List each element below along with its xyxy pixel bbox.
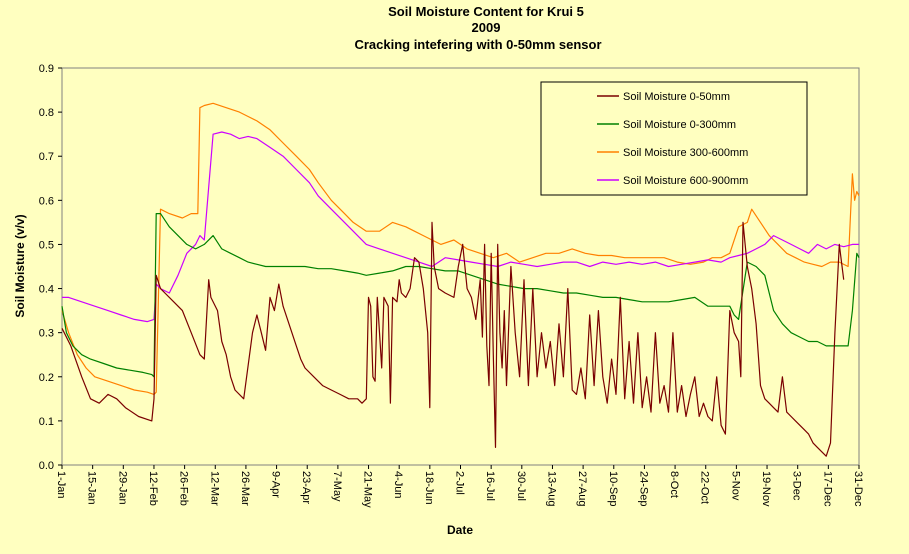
x-tick-label: 10-Sep xyxy=(607,471,619,506)
chart-title-line-1: Soil Moisture Content for Krui 5 xyxy=(388,4,584,19)
y-tick-label: 0.4 xyxy=(39,284,54,296)
y-tick-label: 0.0 xyxy=(39,460,54,472)
x-tick-label: 17-Dec xyxy=(821,471,833,507)
y-axis-title: Soil Moisture (v/v) xyxy=(13,214,27,317)
x-tick-label: 24-Sep xyxy=(637,471,649,506)
x-tick-label: 26-Mar xyxy=(239,471,251,506)
x-tick-label: 22-Oct xyxy=(699,471,711,504)
y-tick-label: 0.2 xyxy=(39,372,54,384)
x-tick-label: 18-Jun xyxy=(423,471,435,505)
y-tick-label: 0.9 xyxy=(39,63,54,75)
x-tick-label: 27-Aug xyxy=(576,471,588,506)
y-tick-label: 0.7 xyxy=(39,151,54,163)
series-line-1 xyxy=(61,221,845,457)
y-tick-label: 0.8 xyxy=(39,107,54,119)
x-tick-label: 16-Jul xyxy=(484,471,496,501)
x-tick-label: 15-Jan xyxy=(86,471,98,505)
series-line-3 xyxy=(61,102,860,395)
y-tick-label: 0.3 xyxy=(39,328,54,340)
x-tick-label: 23-Apr xyxy=(300,471,312,504)
legend-label-4: Soil Moisture 600-900mm xyxy=(623,175,748,187)
x-tick-label: 7-May xyxy=(331,471,343,502)
legend-label-2: Soil Moisture 0-300mm xyxy=(623,119,736,131)
x-tick-label: 3-Dec xyxy=(791,471,803,501)
series-layer xyxy=(61,102,860,457)
legend-label-3: Soil Moisture 300-600mm xyxy=(623,147,748,159)
x-tick-label: 31-Dec xyxy=(852,471,864,507)
x-tick-label: 9-Apr xyxy=(270,471,282,498)
x-tick-label: 1-Jan xyxy=(55,471,67,499)
x-tick-label: 13-Aug xyxy=(545,471,557,506)
y-tick-label: 0.1 xyxy=(39,416,54,428)
x-tick-label: 2-Jul xyxy=(454,471,466,495)
x-tick-label: 21-May xyxy=(362,471,374,508)
x-tick-label: 26-Feb xyxy=(178,471,190,506)
x-tick-label: 19-Nov xyxy=(760,471,772,507)
legend: Soil Moisture 0-50mm Soil Moisture 0-300m… xyxy=(540,81,808,196)
x-tick-label: 8-Oct xyxy=(668,471,680,498)
x-tick-label: 12-Mar xyxy=(208,471,220,506)
y-tick-label: 0.5 xyxy=(39,239,54,251)
x-tick-label: 12-Feb xyxy=(147,471,159,506)
series-line-2 xyxy=(61,213,860,378)
x-axis-title: Date xyxy=(447,523,473,537)
legend-label-1: Soil Moisture 0-50mm xyxy=(623,91,730,103)
x-tick-label: 30-Jul xyxy=(515,471,527,501)
x-tick-label: 4-Jun xyxy=(392,471,404,499)
y-axis: 0.0 0.1 0.2 0.3 0.4 0.5 0.6 0.7 0.8 0.9 xyxy=(39,63,62,472)
y-tick-label: 0.6 xyxy=(39,195,54,207)
x-tick-label: 5-Nov xyxy=(729,471,741,501)
x-axis: 1-Jan 15-Jan 29-Jan 12-Feb 26-Feb 12-Mar 26-Ma… xyxy=(55,465,864,508)
series-line-4 xyxy=(62,131,859,323)
chart-title-line-2: 2009 xyxy=(472,20,501,35)
legend-box xyxy=(540,81,808,196)
chart-title-line-3: Cracking intefering with 0-50mm sensor xyxy=(354,37,601,52)
x-tick-label: 29-Jan xyxy=(116,471,128,505)
